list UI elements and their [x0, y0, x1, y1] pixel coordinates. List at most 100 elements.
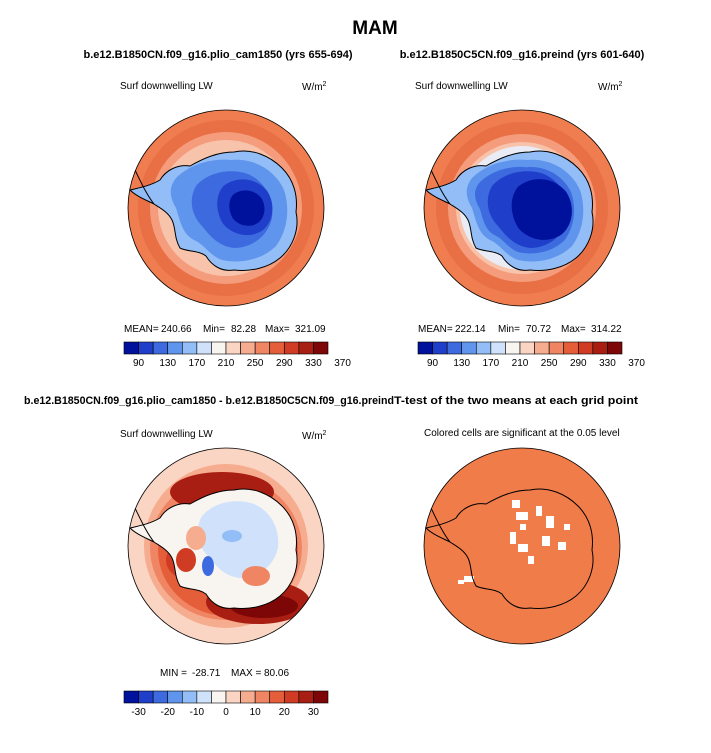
colorbar-tick-label: 30: [308, 707, 320, 718]
colorbar-tick-label: 90: [133, 358, 145, 369]
svg-text:70.72: 70.72: [526, 324, 551, 335]
stats-line: MEAN= 222.14 Min= 70.72 Max= 314.22: [418, 324, 622, 335]
colorbar-swatch: [417, 341, 433, 355]
colorbar-tick-label: -20: [160, 707, 175, 718]
colorbar-swatch: [152, 690, 169, 704]
svg-text:MAX =: MAX =: [231, 668, 261, 679]
panel-title: b.e12.B1850C5CN.f09_g16.preind (yrs 601-…: [400, 49, 645, 61]
colorbar-tick-label: 210: [218, 358, 235, 369]
colorbar-swatch: [225, 341, 241, 355]
colorbar-tick-label: 170: [189, 358, 206, 369]
variable-label: Surf downwelling LW: [120, 81, 213, 92]
svg-text:82.28: 82.28: [231, 324, 256, 335]
polar-map: [424, 110, 620, 306]
colorbar-swatch: [592, 341, 608, 355]
colorbar-swatch: [196, 690, 212, 704]
svg-text:80.06: 80.06: [264, 668, 289, 679]
variable-label: Surf downwelling LW: [120, 429, 213, 440]
colorbar-swatch: [432, 341, 448, 355]
svg-text:222.14: 222.14: [455, 324, 486, 335]
polar-map: [424, 448, 620, 644]
colorbar-swatch: [283, 341, 300, 355]
colorbar-swatch: [167, 341, 183, 355]
colorbar-swatch: [225, 690, 241, 704]
colorbar-swatch: [298, 341, 314, 355]
colorbar-swatch: [519, 341, 535, 355]
colorbar-tick-label: 20: [279, 707, 291, 718]
colorbar-swatch: [577, 341, 594, 355]
colorbar-swatch: [269, 690, 285, 704]
panel-title: T-test of the two means at each grid poi…: [394, 395, 638, 407]
svg-text:314.22: 314.22: [591, 324, 622, 335]
colorbar-swatch: [269, 341, 285, 355]
colorbar-swatch: [123, 341, 139, 355]
svg-text:Max=: Max=: [265, 324, 290, 335]
colorbar-tick-label: 170: [483, 358, 500, 369]
colorbar-swatch: [152, 341, 169, 355]
colorbar-swatch: [298, 690, 314, 704]
stats-line: MIN = -28.71 MAX = 80.06: [160, 668, 289, 679]
colorbar: -30 -20 -10 0 10 20 30: [123, 690, 329, 718]
colorbar-swatch: [138, 690, 154, 704]
colorbar-swatch: [505, 341, 521, 355]
significance-note: Colored cells are significant at the 0.0…: [424, 428, 620, 439]
units-label: W/m2: [302, 430, 327, 442]
svg-text:Min=: Min=: [498, 324, 520, 335]
colorbar-tick-label: 90: [427, 358, 439, 369]
units-label: W/m2: [598, 81, 623, 93]
colorbar-tick-label: -10: [190, 707, 205, 718]
colorbar-swatch: [607, 341, 623, 355]
panel-ttest: T-test of the two means at each grid poi…: [394, 395, 638, 645]
svg-text:-28.71: -28.71: [192, 668, 221, 679]
panel-plio: b.e12.B1850CN.f09_g16.plio_cam1850 (yrs …: [83, 49, 352, 369]
panel-difference: b.e12.B1850CN.f09_g16.plio_cam1850 - b.e…: [24, 395, 394, 718]
panel-preind: b.e12.B1850C5CN.f09_g16.preind (yrs 601-…: [400, 49, 646, 369]
svg-text:Min=: Min=: [203, 324, 225, 335]
svg-text:MEAN=: MEAN=: [418, 324, 453, 335]
svg-text:MIN =: MIN =: [160, 668, 187, 679]
colorbar-tick-label: 370: [628, 358, 645, 369]
units-label: W/m2: [302, 81, 327, 93]
colorbar-swatch: [181, 341, 198, 355]
colorbar-swatch: [534, 341, 550, 355]
colorbar-swatch: [548, 341, 565, 355]
colorbar-swatch: [211, 690, 227, 704]
svg-text:240.66: 240.66: [161, 324, 192, 335]
colorbar-tick-label: 330: [599, 358, 616, 369]
colorbar-tick-label: 250: [247, 358, 264, 369]
figure-title: MAM: [352, 18, 397, 39]
colorbar-tick-label: 330: [305, 358, 322, 369]
svg-text:Max=: Max=: [561, 324, 586, 335]
svg-text:321.09: 321.09: [295, 324, 326, 335]
colorbar-swatch: [196, 341, 212, 355]
colorbar-tick-label: 210: [512, 358, 529, 369]
colorbar-swatch: [240, 690, 256, 704]
polar-map: [128, 448, 324, 644]
colorbar-swatch: [461, 341, 477, 355]
colorbar-swatch: [211, 341, 227, 355]
colorbar-swatch: [138, 341, 154, 355]
colorbar-tick-label: 130: [159, 358, 176, 369]
svg-text:MEAN=: MEAN=: [124, 324, 159, 335]
colorbar-swatch: [254, 341, 271, 355]
colorbar-swatch: [254, 690, 271, 704]
colorbar: 90 130 170 210 250 290 330 370: [123, 341, 351, 369]
colorbar-tick-label: 290: [570, 358, 587, 369]
colorbar-swatch: [283, 690, 300, 704]
colorbar-tick-label: 0: [223, 707, 229, 718]
colorbar-tick-label: -30: [131, 707, 146, 718]
colorbar-tick-label: 370: [334, 358, 351, 369]
colorbar-tick-label: 290: [276, 358, 293, 369]
colorbar-tick-label: 10: [250, 707, 262, 718]
colorbar-swatch: [490, 341, 506, 355]
colorbar-swatch: [181, 690, 198, 704]
panel-title: b.e12.B1850CN.f09_g16.plio_cam1850 (yrs …: [83, 49, 352, 61]
stats-line: MEAN= 240.66 Min= 82.28 Max= 321.09: [124, 324, 326, 335]
colorbar-swatch: [123, 690, 139, 704]
colorbar-tick-label: 130: [453, 358, 470, 369]
colorbar-tick-label: 250: [541, 358, 558, 369]
colorbar-swatch: [240, 341, 256, 355]
colorbar-swatch: [167, 690, 183, 704]
colorbar: 90 130 170 210 250 290 330 370: [417, 341, 645, 369]
